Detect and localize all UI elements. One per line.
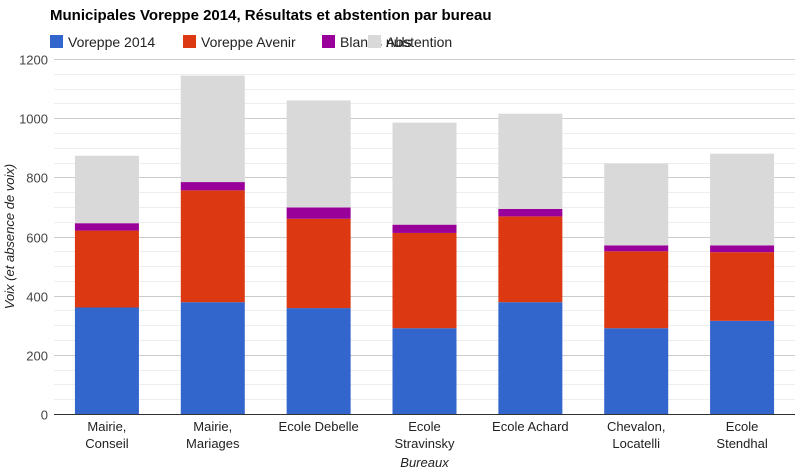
- x-tick-label: Chevalon, Locatelli: [607, 419, 666, 451]
- legend-swatch-abstention: [368, 35, 381, 48]
- x-tick-label: Ecole Debelle: [279, 419, 359, 434]
- x-tick-label-line: Mairie,: [193, 419, 232, 434]
- bar-segment-abstention: [710, 153, 775, 246]
- bar-segment-abstention: [498, 113, 563, 209]
- x-tick-label: Ecole Achard: [492, 419, 569, 434]
- legend-swatch-voreppe-2014: [50, 35, 63, 48]
- bar-segment-voreppe-avenir: [180, 190, 245, 303]
- x-tick-label-line: Mairie,: [87, 419, 126, 434]
- x-tick-label-line: Ecole: [726, 419, 759, 434]
- legend-label-voreppe-avenir: Voreppe Avenir: [201, 34, 296, 50]
- x-tick-label-line: Stravinsky: [395, 436, 455, 451]
- x-tick-label-line: Ecole: [408, 419, 441, 434]
- bar-segment-blancs-nuls: [392, 224, 457, 233]
- bar-segment-abstention: [392, 122, 457, 225]
- y-tick-label: 800: [26, 171, 48, 186]
- bar-segment-voreppe-2014: [710, 320, 775, 414]
- x-tick-label-line: Chevalon,: [607, 419, 666, 434]
- bar-segment-voreppe-2014: [180, 302, 245, 414]
- bar-segment-abstention: [604, 163, 669, 246]
- bar-segment-voreppe-avenir: [498, 216, 563, 303]
- y-tick-label: 200: [26, 349, 48, 364]
- x-tick-label: Ecole Stendhal: [716, 419, 767, 451]
- x-tick-label: Mairie, Conseil: [85, 419, 128, 451]
- y-tick-label: 400: [26, 290, 48, 305]
- bar-segment-abstention: [286, 100, 351, 208]
- bar-segment-voreppe-avenir: [286, 218, 351, 309]
- y-tick-label: 1200: [19, 53, 48, 68]
- bar-segment-blancs-nuls: [604, 245, 669, 252]
- bar-segment-blancs-nuls: [286, 207, 351, 219]
- y-tick-label: 600: [26, 231, 48, 246]
- bar-segment-voreppe-2014: [604, 328, 669, 414]
- bar-segment-voreppe-avenir: [604, 251, 669, 329]
- legend-swatch-blancs-nuls: [322, 35, 335, 48]
- y-tick-label: 0: [41, 408, 48, 423]
- bar-segment-abstention: [74, 155, 139, 224]
- x-tick-label: Mairie, Mariages: [186, 419, 240, 451]
- y-tick-label: 1000: [19, 112, 48, 127]
- bar-segment-voreppe-2014: [498, 302, 563, 414]
- x-tick-label: Ecole Stravinsky: [395, 419, 455, 451]
- x-tick-label-line: Mariages: [186, 436, 240, 451]
- x-tick-label-line: Locatelli: [612, 436, 660, 451]
- bar-segment-voreppe-avenir: [74, 230, 139, 308]
- bar-segment-blancs-nuls: [180, 182, 245, 191]
- x-tick-label-line: Conseil: [85, 436, 128, 451]
- bar-segment-blancs-nuls: [74, 223, 139, 231]
- y-axis-title: Voix (et absence de voix): [2, 164, 17, 309]
- legend-label-abstention: Abstention: [386, 34, 453, 50]
- bar-segment-voreppe-2014: [392, 328, 457, 414]
- bar-segment-voreppe-2014: [286, 308, 351, 414]
- bar-segment-abstention: [180, 75, 245, 183]
- x-tick-label-line: Ecole Achard: [492, 419, 569, 434]
- x-axis-title: Bureaux: [400, 455, 449, 470]
- x-tick-label-line: Stendhal: [716, 436, 767, 451]
- bar-segment-voreppe-avenir: [392, 232, 457, 329]
- chart-title: Municipales Voreppe 2014, Résultats et a…: [50, 7, 492, 24]
- x-tick-label-line: Ecole Debelle: [279, 419, 359, 434]
- bar-segment-voreppe-2014: [74, 307, 139, 414]
- bar-segment-blancs-nuls: [498, 208, 563, 217]
- legend-swatch-voreppe-avenir: [183, 35, 196, 48]
- bar-segment-voreppe-avenir: [710, 252, 775, 321]
- legend-label-voreppe-2014: Voreppe 2014: [68, 34, 156, 50]
- bar-segment-blancs-nuls: [710, 245, 775, 253]
